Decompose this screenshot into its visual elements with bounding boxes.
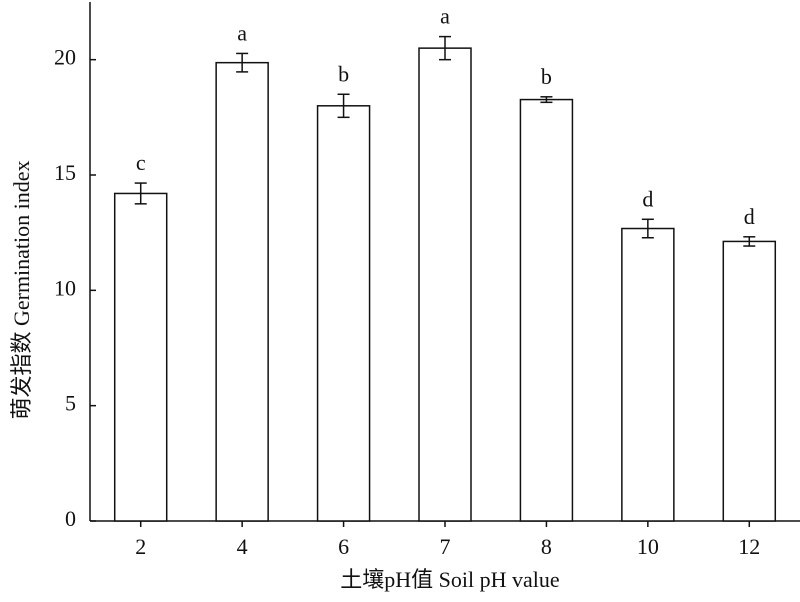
bar: [621, 227, 675, 522]
x-tick-label: 4: [237, 534, 248, 559]
x-tick-label: 8: [541, 534, 552, 559]
significance-letter: a: [440, 4, 450, 29]
x-tick-label: 10: [637, 534, 659, 559]
x-axis-label: 土壤pH值 Soil pH value: [340, 567, 559, 592]
significance-letter: a: [237, 20, 247, 45]
significance-letter: d: [642, 186, 653, 211]
y-tick-label: 20: [54, 45, 76, 70]
x-tick-label: 12: [738, 534, 760, 559]
significance-letter: b: [338, 61, 349, 86]
bar: [519, 98, 574, 522]
bar: [215, 61, 269, 522]
bar: [113, 192, 168, 522]
significance-letter: b: [541, 64, 552, 89]
y-tick-label: 15: [54, 160, 76, 185]
y-tick-label: 10: [54, 275, 76, 300]
y-tick-label: 0: [65, 506, 76, 531]
x-tick-label: 6: [338, 534, 349, 559]
significance-letter: d: [744, 204, 755, 229]
x-tick-label: 7: [440, 534, 451, 559]
x-tick-label: 2: [135, 534, 146, 559]
y-tick-label: 5: [65, 391, 76, 416]
bar: [418, 47, 472, 522]
y-axis-label: 萌发指数 Germination index: [9, 160, 34, 419]
significance-letter: c: [136, 150, 146, 175]
bar: [722, 240, 777, 522]
bar: [316, 105, 371, 522]
